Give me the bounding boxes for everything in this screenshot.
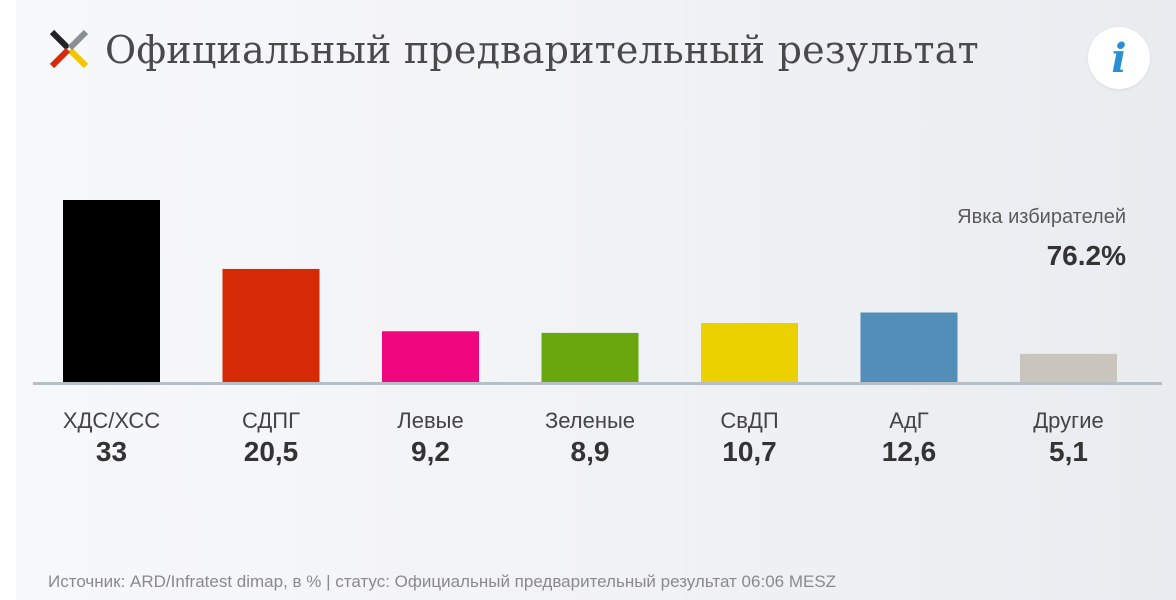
- election-cross-icon: [49, 29, 89, 69]
- value-label: 9,2: [411, 436, 450, 467]
- page-title: Официальный предварительный результат: [105, 28, 979, 72]
- category-label: Другие: [1033, 408, 1103, 433]
- bar-1: [63, 200, 160, 382]
- category-label: Левые: [397, 408, 463, 433]
- bar-5: [701, 322, 798, 382]
- turnout-label: Явка избирателей: [957, 206, 1126, 228]
- value-label: 33: [96, 436, 127, 467]
- info-button[interactable]: i: [1088, 27, 1150, 89]
- value-label: 20,5: [244, 436, 299, 467]
- info-icon: i: [1111, 35, 1127, 82]
- category-label: ХДС/ХСС: [63, 408, 160, 433]
- turnout-value: 76.2%: [1046, 240, 1126, 271]
- results-panel: [16, 0, 1176, 600]
- bar-7: [1020, 353, 1117, 382]
- bar-6: [860, 312, 958, 382]
- category-label: Зеленые: [545, 408, 635, 433]
- value-label: 10,7: [722, 436, 777, 467]
- value-label: 8,9: [571, 436, 610, 467]
- bar-3: [382, 331, 479, 382]
- source-note: Источник: ARD/Infratest dimap, в % | ста…: [48, 572, 837, 591]
- category-label: АдГ: [889, 408, 929, 433]
- category-label: СДПГ: [242, 408, 300, 433]
- value-label: 12,6: [882, 436, 937, 467]
- bar-2: [222, 268, 320, 382]
- bar-4: [541, 332, 639, 382]
- value-label: 5,1: [1049, 436, 1088, 467]
- category-label: СвДП: [720, 408, 778, 433]
